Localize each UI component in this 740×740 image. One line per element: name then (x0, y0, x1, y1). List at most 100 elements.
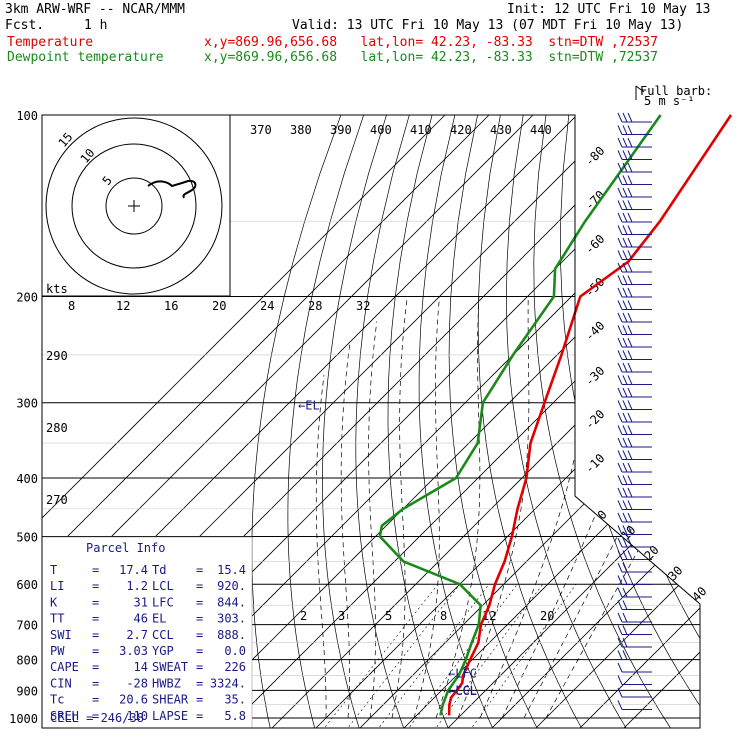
theta-e-label: 390 (330, 123, 352, 137)
parcel-eq: = (196, 612, 203, 626)
wind-barb-flag (627, 225, 633, 235)
wind-barb-flag (622, 637, 628, 648)
wind-barb-flag (622, 162, 628, 173)
dry-adiabat (387, 115, 450, 728)
wind-barb-flag (627, 175, 633, 185)
theta-label: 280 (46, 421, 68, 435)
wind-barb-flag (617, 612, 623, 623)
parcel-eq: = (92, 644, 99, 658)
dry-adiabat (682, 115, 700, 728)
dry-adiabat (560, 115, 700, 728)
pressure-label: 800 (16, 654, 38, 668)
wind-barb-flag (627, 250, 633, 260)
pressure-label: 600 (16, 578, 38, 592)
theta-e-label: 440 (530, 123, 552, 137)
temperature-tick-label: 40 (689, 584, 709, 604)
wind-barb-flag (622, 112, 628, 123)
wind-barb-flag (617, 150, 623, 160)
theta-e-label: 420 (450, 123, 472, 137)
wind-barb-flag (627, 375, 633, 385)
parcel-info-panel: Parcel Info T = 17.4 Td = 15.4 LI = 1.2 LCL = 920. K… (41, 536, 253, 729)
parcel-eq: = (196, 693, 203, 707)
parcel-key: CCL (152, 628, 174, 642)
parcel-value: 5.8 (224, 709, 246, 723)
dry-adiabat (533, 115, 673, 728)
wind-barb-flag (627, 350, 633, 360)
temperature-tick-label: -60 (582, 232, 607, 257)
pressure-label: 1000 (9, 712, 38, 726)
barb-legend-units: 5 m s⁻¹ (644, 94, 695, 108)
wind-barb-flag (622, 325, 628, 335)
hodograph-axis-tick: 16 (164, 299, 178, 313)
isotherm (620, 115, 700, 728)
parcel-eq: = (196, 644, 203, 658)
parcel-value: 46 (134, 612, 148, 626)
parcel-eq: = (92, 563, 99, 577)
wind-barb-flag (617, 637, 623, 648)
wind-barb-flag (622, 337, 628, 348)
dewpoint-legend: Dewpoint temperature (7, 50, 164, 65)
wind-barb-flag (622, 237, 628, 248)
dry-adiabat (506, 115, 629, 728)
isotherm (444, 115, 700, 728)
wind-barb-flag (627, 237, 633, 248)
wind-barb-flag (627, 412, 633, 423)
wind-barb-flag (617, 187, 623, 198)
wind-barb-flag (617, 350, 623, 360)
wind-barb-flag (617, 550, 623, 560)
parcel-info-cell: CELL = 246/38 (50, 711, 144, 725)
wind-barb-flag (617, 262, 623, 273)
wind-barb-flag (617, 125, 623, 135)
wind-barb-flag (622, 187, 628, 198)
wind-barb-flag (622, 475, 628, 485)
mixing-ratio-line (321, 584, 439, 728)
parcel-key: T (50, 563, 57, 577)
wind-barb-flag (627, 425, 633, 435)
wind-barb-flag (627, 212, 633, 223)
level-annotations: ←EL ←LFC ←LCL←CCL (298, 398, 477, 698)
wind-barb-flag (622, 175, 628, 185)
mixing-ratio-label: 8 (440, 609, 447, 623)
dry-adiabat (585, 115, 700, 728)
isotherm (532, 115, 700, 728)
pressure-label: 700 (16, 619, 38, 633)
hodograph-axis-ticks: 8 12 16 20 24 28 32 (68, 299, 370, 313)
wind-barb-flag (627, 487, 633, 498)
temperature-tick-label: -10 (582, 451, 607, 476)
theta-e-label: 400 (370, 123, 392, 137)
moist-adiabat (391, 296, 408, 719)
parcel-key: LAPSE (152, 709, 188, 723)
wind-barb-flag (617, 537, 623, 548)
wind-barb-flag (617, 362, 623, 373)
parcel-key: PW (50, 644, 65, 658)
wind-barb-flag (627, 462, 633, 473)
temperature-tick-label: 30 (665, 563, 685, 583)
pressure-label: 200 (16, 291, 38, 305)
wind-barb-flag (617, 412, 623, 423)
wind-barb-flag (622, 650, 628, 660)
parcel-value: 3324. (210, 676, 246, 690)
barb-legend-sample (635, 85, 645, 93)
dry-adiabat (418, 115, 495, 728)
dry-adiabat (355, 115, 410, 728)
wind-barb-flag (617, 650, 623, 660)
isotherm (42, 115, 534, 728)
temperature-line (447, 114, 733, 716)
wind-barb-flag (627, 300, 633, 310)
wind-barb-flag (617, 112, 623, 123)
parcel-value: 17.4 (119, 563, 148, 577)
wind-barb-flag (622, 275, 628, 285)
isotherm (224, 115, 700, 728)
wind-barb-flag (617, 500, 623, 510)
parcel-value: -28 (126, 676, 148, 690)
wind-barb-flag (627, 500, 633, 510)
level-annotation: ←CCL (448, 684, 477, 698)
level-annotation: ←LCL (448, 683, 477, 697)
pressure-axis-labels: 100 200 300 400 500 600 700 800 900 1000 (9, 109, 38, 726)
parcel-key: TT (50, 612, 64, 626)
theta-e-label: 430 (490, 123, 512, 137)
parcel-eq: = (196, 563, 203, 577)
wind-barb-flag (622, 550, 628, 560)
barb-legend: Full barb: (640, 84, 712, 98)
wind-barb-flag (627, 337, 633, 348)
